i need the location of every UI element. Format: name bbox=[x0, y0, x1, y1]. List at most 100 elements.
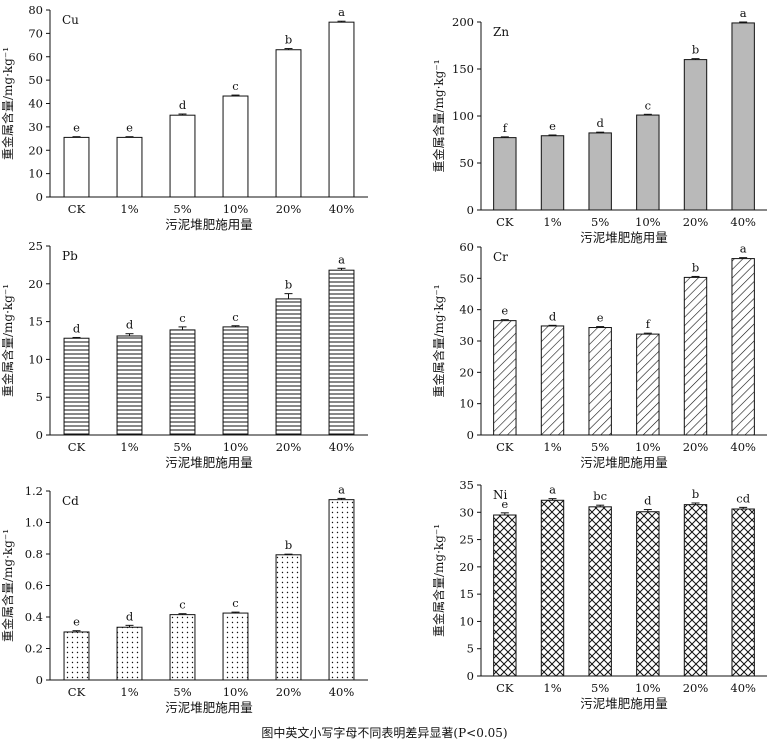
y-tick-label: 1.0 bbox=[25, 516, 43, 530]
bar-zn-0 bbox=[493, 137, 517, 211]
x-axis-title: 污泥堆肥施用量 bbox=[580, 455, 668, 470]
significance-letter: b bbox=[692, 487, 699, 501]
y-tick-label: 0 bbox=[36, 190, 43, 204]
bar-zn-2 bbox=[588, 132, 612, 211]
x-tick-label: 1% bbox=[543, 681, 561, 695]
significance-letter: e bbox=[597, 311, 604, 325]
bar-cr-5 bbox=[731, 258, 755, 436]
bar-cd-2 bbox=[169, 614, 196, 681]
chart-panel-zn: 0 50 100 150 200 f CK e 1% d 5% c 10% b 20% a 40% Zn 污泥堆肥施… bbox=[431, 6, 767, 245]
y-tick-label: 70 bbox=[28, 26, 43, 40]
x-tick-label: 20% bbox=[683, 681, 709, 695]
x-tick-label: 10% bbox=[635, 681, 661, 695]
x-tick-label: 5% bbox=[173, 685, 191, 699]
x-tick-label: 5% bbox=[173, 202, 191, 216]
significance-letter: bc bbox=[593, 489, 607, 503]
x-axis-title: 污泥堆肥施用量 bbox=[165, 217, 253, 232]
y-tick-label: 100 bbox=[452, 109, 474, 123]
significance-letter: e bbox=[501, 304, 508, 318]
bar-cu-3 bbox=[222, 95, 249, 198]
x-tick-label: 10% bbox=[635, 440, 661, 454]
y-tick-label: 30 bbox=[459, 505, 474, 519]
significance-letter: c bbox=[232, 310, 238, 324]
bar-zn-3 bbox=[636, 114, 660, 211]
y-tick-label: 35 bbox=[459, 478, 474, 492]
chart-panel-cu: 0 10 20 30 40 50 60 70 80 e CK e 1% d 5% c 10% b 20% a 40% Cu… bbox=[0, 3, 368, 232]
bar-cr-1 bbox=[540, 325, 565, 436]
bar-zn-4 bbox=[683, 59, 708, 211]
y-tick-label: 0.6 bbox=[25, 579, 43, 593]
panel-label: Cd bbox=[62, 494, 79, 508]
significance-letter: b bbox=[285, 33, 292, 47]
significance-letter: b bbox=[692, 260, 699, 274]
y-axis-title: 重金属含量/mg·kg⁻¹ bbox=[431, 284, 446, 397]
x-tick-label: CK bbox=[68, 440, 86, 454]
significance-letter: c bbox=[232, 79, 238, 93]
x-tick-label: 20% bbox=[276, 202, 302, 216]
x-tick-label: 20% bbox=[276, 440, 302, 454]
y-tick-label: 15 bbox=[459, 587, 474, 601]
bar-cd-4 bbox=[275, 554, 302, 681]
heavy-metal-figure: 01020304050607080eCKe1%d5%c10%b20%a40%Cu… bbox=[0, 3, 767, 715]
significance-letter: b bbox=[285, 278, 292, 292]
y-tick-label: 10 bbox=[459, 397, 474, 411]
y-tick-label: 60 bbox=[459, 240, 474, 254]
x-axis-title: 污泥堆肥施用量 bbox=[165, 455, 253, 470]
x-tick-label: 10% bbox=[223, 440, 249, 454]
panel-label: Cu bbox=[62, 13, 79, 27]
y-tick-label: 5 bbox=[467, 642, 474, 656]
x-tick-label: 10% bbox=[223, 202, 249, 216]
x-tick-label: 1% bbox=[120, 685, 138, 699]
significance-letter: e bbox=[73, 615, 80, 629]
bar-pb-3 bbox=[222, 326, 249, 436]
y-axis-title: 重金属含量/mg·kg⁻¹ bbox=[0, 284, 15, 397]
significance-letter: e bbox=[126, 121, 133, 135]
x-tick-label: 10% bbox=[223, 685, 249, 699]
x-tick-label: 40% bbox=[329, 685, 355, 699]
significance-letter: e bbox=[73, 121, 80, 135]
bar-cd-3 bbox=[222, 612, 249, 681]
x-tick-label: 20% bbox=[276, 685, 302, 699]
y-tick-label: 20 bbox=[459, 560, 474, 574]
x-tick-label: 5% bbox=[591, 215, 609, 229]
significance-letter: b bbox=[285, 538, 292, 552]
x-tick-label: CK bbox=[68, 202, 86, 216]
y-tick-label: 150 bbox=[452, 62, 474, 76]
x-tick-label: 20% bbox=[683, 440, 709, 454]
bar-cd-0 bbox=[63, 631, 90, 681]
bar-pb-5 bbox=[328, 269, 355, 436]
significance-letter: d bbox=[126, 318, 134, 332]
significance-letter: d bbox=[644, 494, 652, 508]
y-axis-title: 重金属含量/mg·kg⁻¹ bbox=[0, 47, 15, 160]
x-tick-label: 40% bbox=[329, 202, 355, 216]
significance-letter: a bbox=[338, 482, 345, 496]
significance-letter: a bbox=[740, 6, 747, 20]
x-axis-title: 污泥堆肥施用量 bbox=[165, 700, 253, 715]
significance-letter: e bbox=[501, 497, 508, 511]
significance-letter: d bbox=[179, 98, 187, 112]
x-tick-label: 40% bbox=[730, 681, 756, 695]
y-tick-label: 0 bbox=[467, 669, 474, 683]
y-tick-label: 0.4 bbox=[25, 610, 43, 624]
y-tick-label: 40 bbox=[28, 97, 43, 111]
y-tick-label: 30 bbox=[459, 334, 474, 348]
y-tick-label: 0.8 bbox=[25, 547, 43, 561]
y-axis-title: 重金属含量/mg·kg⁻¹ bbox=[431, 524, 446, 637]
x-tick-label: 5% bbox=[591, 440, 609, 454]
panel-label: Ni bbox=[493, 488, 508, 502]
significance-letter: c bbox=[179, 311, 185, 325]
y-tick-label: 20 bbox=[28, 143, 43, 157]
bar-cr-2 bbox=[588, 327, 612, 436]
significance-letter: d bbox=[549, 309, 557, 323]
significance-letter: a bbox=[740, 242, 747, 256]
x-tick-label: CK bbox=[496, 440, 514, 454]
y-tick-label: 0 bbox=[467, 428, 474, 442]
bar-cr-4 bbox=[683, 276, 708, 436]
x-tick-label: CK bbox=[68, 685, 86, 699]
bar-pb-2 bbox=[169, 329, 196, 436]
y-tick-label: 200 bbox=[452, 15, 474, 29]
bar-cu-1 bbox=[116, 136, 143, 198]
significance-letter: f bbox=[503, 121, 508, 135]
y-tick-label: 0 bbox=[36, 673, 43, 687]
y-tick-label: 0 bbox=[467, 203, 474, 217]
